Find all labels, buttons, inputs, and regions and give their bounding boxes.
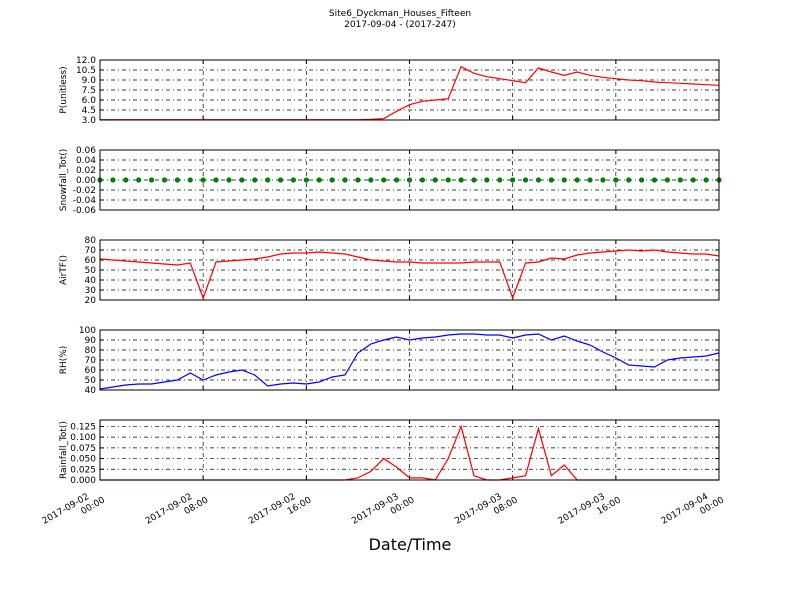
plot-frame: [99, 239, 720, 301]
y-tick-label: 100: [79, 326, 96, 336]
y-tick-label: 12.0: [76, 56, 96, 66]
y-tick-label: 70: [85, 356, 97, 366]
y-tick-label: 50: [85, 376, 97, 386]
data-point: [265, 177, 271, 183]
y-tick-label: 30: [85, 286, 97, 296]
chart-subtitle: 2017-09-04 - (2017-247): [344, 20, 456, 30]
data-point: [226, 177, 232, 183]
data-point: [626, 177, 632, 183]
data-point: [200, 177, 206, 183]
plot-frame: [99, 59, 720, 121]
y-tick-label: 70: [85, 246, 97, 256]
y-tick-label: 50: [85, 266, 97, 276]
y-tick-label: 60: [85, 256, 97, 266]
data-point: [432, 177, 438, 183]
plot-frame: [99, 149, 720, 211]
data-point: [252, 177, 258, 183]
y-tick-label: 0.025: [70, 465, 96, 475]
data-point: [664, 177, 671, 183]
y-axis-label: P(unitless): [59, 66, 69, 113]
data-point: [174, 177, 180, 183]
y-tick-label: 0.125: [70, 422, 96, 432]
plot-frame: [99, 329, 720, 391]
data-point: [445, 177, 451, 183]
y-tick-label: 20: [85, 296, 97, 306]
data-point: [703, 177, 709, 183]
data-point: [600, 177, 606, 183]
y-tick-label: 0.02: [76, 166, 96, 176]
data-point: [574, 177, 580, 183]
y-tick-label: 80: [85, 236, 97, 246]
data-point: [277, 177, 284, 183]
y-tick-label: 0.000: [70, 476, 96, 486]
data-point: [484, 177, 490, 183]
data-point: [561, 177, 567, 183]
data-point: [677, 177, 683, 183]
data-point: [535, 177, 542, 183]
y-tick-label: 10.5: [76, 66, 96, 76]
data-point: [136, 177, 142, 183]
y-tick-label: 60: [85, 366, 97, 376]
y-tick-label: 0.04: [76, 156, 96, 166]
data-line: [99, 333, 720, 390]
data-point: [290, 177, 297, 183]
y-tick-label: -0.06: [73, 206, 97, 216]
data-point: [381, 177, 387, 183]
y-tick-label: 90: [85, 336, 97, 346]
y-tick-label: 0.00: [76, 176, 96, 186]
data-point: [613, 177, 619, 183]
y-tick-label: 4.5: [82, 106, 96, 116]
chart-title: Site6_Dyckman_Houses_Fifteen: [329, 9, 471, 19]
data-point: [368, 177, 374, 183]
data-point: [651, 177, 658, 183]
y-axis-label: Rainfall_Tot(): [59, 421, 69, 479]
data-point: [239, 177, 245, 183]
data-point: [213, 177, 219, 183]
data-point: [690, 177, 696, 183]
y-tick-label: 80: [85, 346, 97, 356]
y-tick-label: 3.0: [82, 116, 97, 126]
data-point: [639, 177, 645, 183]
y-tick-label: 0.075: [70, 444, 96, 454]
data-point: [587, 177, 593, 183]
y-tick-label: -0.04: [73, 196, 97, 206]
data-point: [303, 177, 309, 183]
data-point: [471, 177, 477, 183]
data-line: [99, 249, 720, 300]
data-point: [406, 177, 413, 183]
y-axis-label: AirTF(): [59, 255, 69, 285]
y-axis-label: RH(%): [59, 346, 69, 375]
data-point: [342, 177, 348, 183]
data-point: [110, 177, 116, 183]
data-point: [123, 177, 129, 183]
data-point: [355, 177, 361, 183]
data-point: [187, 177, 193, 183]
data-point: [458, 177, 464, 183]
y-tick-label: 0.06: [76, 146, 96, 156]
data-point: [419, 177, 425, 183]
data-point: [510, 177, 516, 183]
y-tick-label: 7.5: [82, 86, 96, 96]
x-axis-label: Date/Time: [369, 535, 452, 554]
data-point: [148, 177, 155, 183]
y-tick-label: 0.100: [70, 433, 96, 443]
y-tick-label: -0.02: [73, 186, 96, 196]
y-tick-label: 40: [85, 386, 97, 396]
y-tick-label: 9.0: [82, 76, 97, 86]
data-point: [161, 177, 168, 183]
y-tick-label: 0.050: [70, 455, 96, 465]
data-point: [329, 177, 335, 183]
data-point: [522, 177, 529, 183]
y-tick-label: 40: [85, 276, 97, 286]
data-point: [497, 177, 503, 183]
y-axis-label: Snowfall_Tot(): [59, 149, 69, 212]
plot-frame: [99, 419, 720, 481]
data-point: [316, 177, 322, 183]
data-point: [394, 177, 400, 183]
y-tick-label: 6.0: [82, 96, 97, 106]
data-point: [548, 177, 554, 183]
